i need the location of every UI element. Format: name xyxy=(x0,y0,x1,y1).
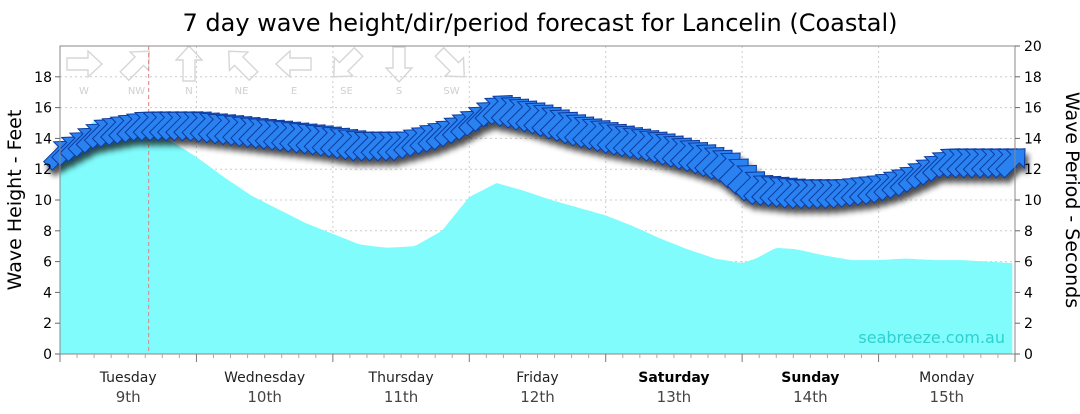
compass-arrow xyxy=(333,46,364,78)
y2-axis-ticks: 0 2 4 6 8 10 12 14 16 18 20 xyxy=(1015,39,1042,363)
y-tick-label: 12 xyxy=(34,162,52,178)
compass-arrow xyxy=(384,46,414,84)
day-name-label: Monday xyxy=(919,370,974,386)
compass-label: W xyxy=(79,86,89,97)
compass-label: N xyxy=(185,86,192,97)
compass-arrow xyxy=(66,49,104,79)
compass-label: S xyxy=(396,86,402,97)
compass-label: E xyxy=(291,86,297,97)
day-name-label: Thursday xyxy=(368,370,434,386)
compass-arrow-shape xyxy=(333,46,364,78)
compass-arrow xyxy=(434,46,465,78)
y2-axis-label: Wave Period - Seconds xyxy=(1061,92,1080,308)
day-date-label: 14th xyxy=(793,388,827,406)
y-tick-label: 18 xyxy=(34,70,52,86)
y2-tick-label: 2 xyxy=(1024,316,1033,332)
day-name-label: Sunday xyxy=(781,370,839,386)
compass-arrow xyxy=(119,50,150,82)
y-tick-label: 2 xyxy=(43,316,52,332)
day-date-label: 10th xyxy=(247,388,281,406)
wave-period-arrows xyxy=(43,95,1026,210)
day-name-label: Saturday xyxy=(638,370,709,386)
y2-tick-label: 8 xyxy=(1024,224,1033,240)
period-arrow xyxy=(995,148,1026,179)
y-tick-label: 4 xyxy=(43,285,52,301)
compass-label: SE xyxy=(340,86,353,97)
compass-label: NW xyxy=(128,86,145,97)
day-name-label: Friday xyxy=(516,370,558,386)
day-date-label: 9th xyxy=(116,388,141,406)
compass-arrow-shape xyxy=(66,49,104,79)
compass-arrow-shape xyxy=(274,49,312,79)
chart-title: 7 day wave height/dir/period forecast fo… xyxy=(182,9,897,37)
y-tick-label: 16 xyxy=(34,101,52,117)
y-tick-label: 14 xyxy=(34,131,52,147)
day-date-label: 12th xyxy=(520,388,554,406)
y-axis-label: Wave Height - Feet xyxy=(4,110,26,291)
compass-arrow-shape xyxy=(174,44,204,82)
y-tick-label: 8 xyxy=(43,224,52,240)
compass-arrow-shape xyxy=(119,50,150,82)
y2-tick-label: 0 xyxy=(1024,347,1033,363)
y2-tick-label: 20 xyxy=(1024,39,1042,55)
wave-height-area xyxy=(60,118,1013,354)
watermark: seabreeze.com.au xyxy=(858,328,1005,347)
y-axis-ticks: 0 2 4 6 8 10 12 14 16 18 xyxy=(34,70,60,363)
y2-tick-label: 18 xyxy=(1024,70,1042,86)
compass-arrow xyxy=(228,50,259,82)
compass-arrow-shape xyxy=(384,46,414,84)
compass-arrow xyxy=(274,49,312,79)
day-date-label: 11th xyxy=(384,388,418,406)
y-tick-label: 10 xyxy=(34,193,52,209)
compass-arrow xyxy=(174,44,204,82)
y-tick-label: 6 xyxy=(43,255,52,271)
day-date-label: 13th xyxy=(657,388,691,406)
compass-arrow-shape xyxy=(434,46,465,78)
compass-arrow-shape xyxy=(228,50,259,82)
y2-tick-label: 4 xyxy=(1024,285,1033,301)
compass-legend: W NW N NE E SE S SW xyxy=(66,44,465,97)
y2-tick-label: 14 xyxy=(1024,131,1042,147)
y2-tick-label: 12 xyxy=(1024,162,1042,178)
y-tick-label: 0 xyxy=(43,347,52,363)
x-axis-ticks xyxy=(59,354,1016,362)
period-arrow-shape xyxy=(995,148,1026,179)
day-name-label: Wednesday xyxy=(224,370,305,386)
compass-label: SW xyxy=(443,86,459,97)
day-labels: Tuesday 9th Wednesday 10th Thursday 11th Frida… xyxy=(99,370,975,406)
day-name-label: Tuesday xyxy=(99,370,157,386)
day-date-label: 15th xyxy=(930,388,964,406)
y2-tick-label: 6 xyxy=(1024,255,1033,271)
compass-label: NE xyxy=(235,86,249,97)
y2-tick-label: 16 xyxy=(1024,101,1042,117)
y2-tick-label: 10 xyxy=(1024,193,1042,209)
